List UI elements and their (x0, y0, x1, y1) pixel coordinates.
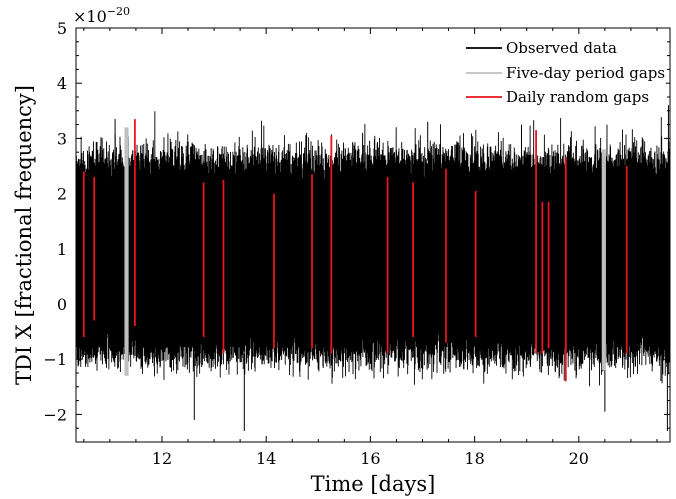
y-scale-multiplier: ×10−20 (73, 5, 130, 26)
y-axis-title: TDI X [fractional frequency] (12, 85, 36, 385)
x-tick-label: 16 (360, 449, 380, 468)
x-tick-label: 12 (152, 449, 172, 468)
y-tick-label: 1 (57, 240, 67, 259)
five-day-gap-mark (124, 127, 129, 376)
x-axis-title: Time [days] (311, 472, 436, 496)
series-observed-data (75, 111, 671, 387)
y-tick-label: 0 (57, 295, 67, 314)
y-axis-ticks: −2 −1 0 1 2 3 4 5 (43, 19, 670, 443)
plot-data-layer (75, 105, 671, 431)
legend-label-five-day-gaps: Five-day period gaps (506, 64, 665, 82)
y-tick-label: 5 (57, 19, 67, 38)
legend-label-daily-gaps: Daily random gaps (506, 88, 649, 106)
plot-frame (75, 27, 671, 443)
five-day-gap-mark (601, 149, 606, 371)
y-tick-label: 4 (57, 74, 67, 93)
legend-label-observed: Observed data (506, 39, 617, 57)
x-tick-label: 20 (569, 449, 589, 468)
y-tick-label: −2 (43, 405, 67, 424)
legend: Observed data Five-day period gaps Daily… (458, 36, 666, 110)
x-tick-label: 14 (256, 449, 276, 468)
y-tick-label: 2 (57, 185, 67, 204)
y-tick-label: −1 (43, 350, 67, 369)
y-tick-label: 3 (57, 129, 67, 148)
x-tick-label: 18 (464, 449, 484, 468)
x-axis-ticks: 12 14 16 18 20 (83, 28, 658, 468)
